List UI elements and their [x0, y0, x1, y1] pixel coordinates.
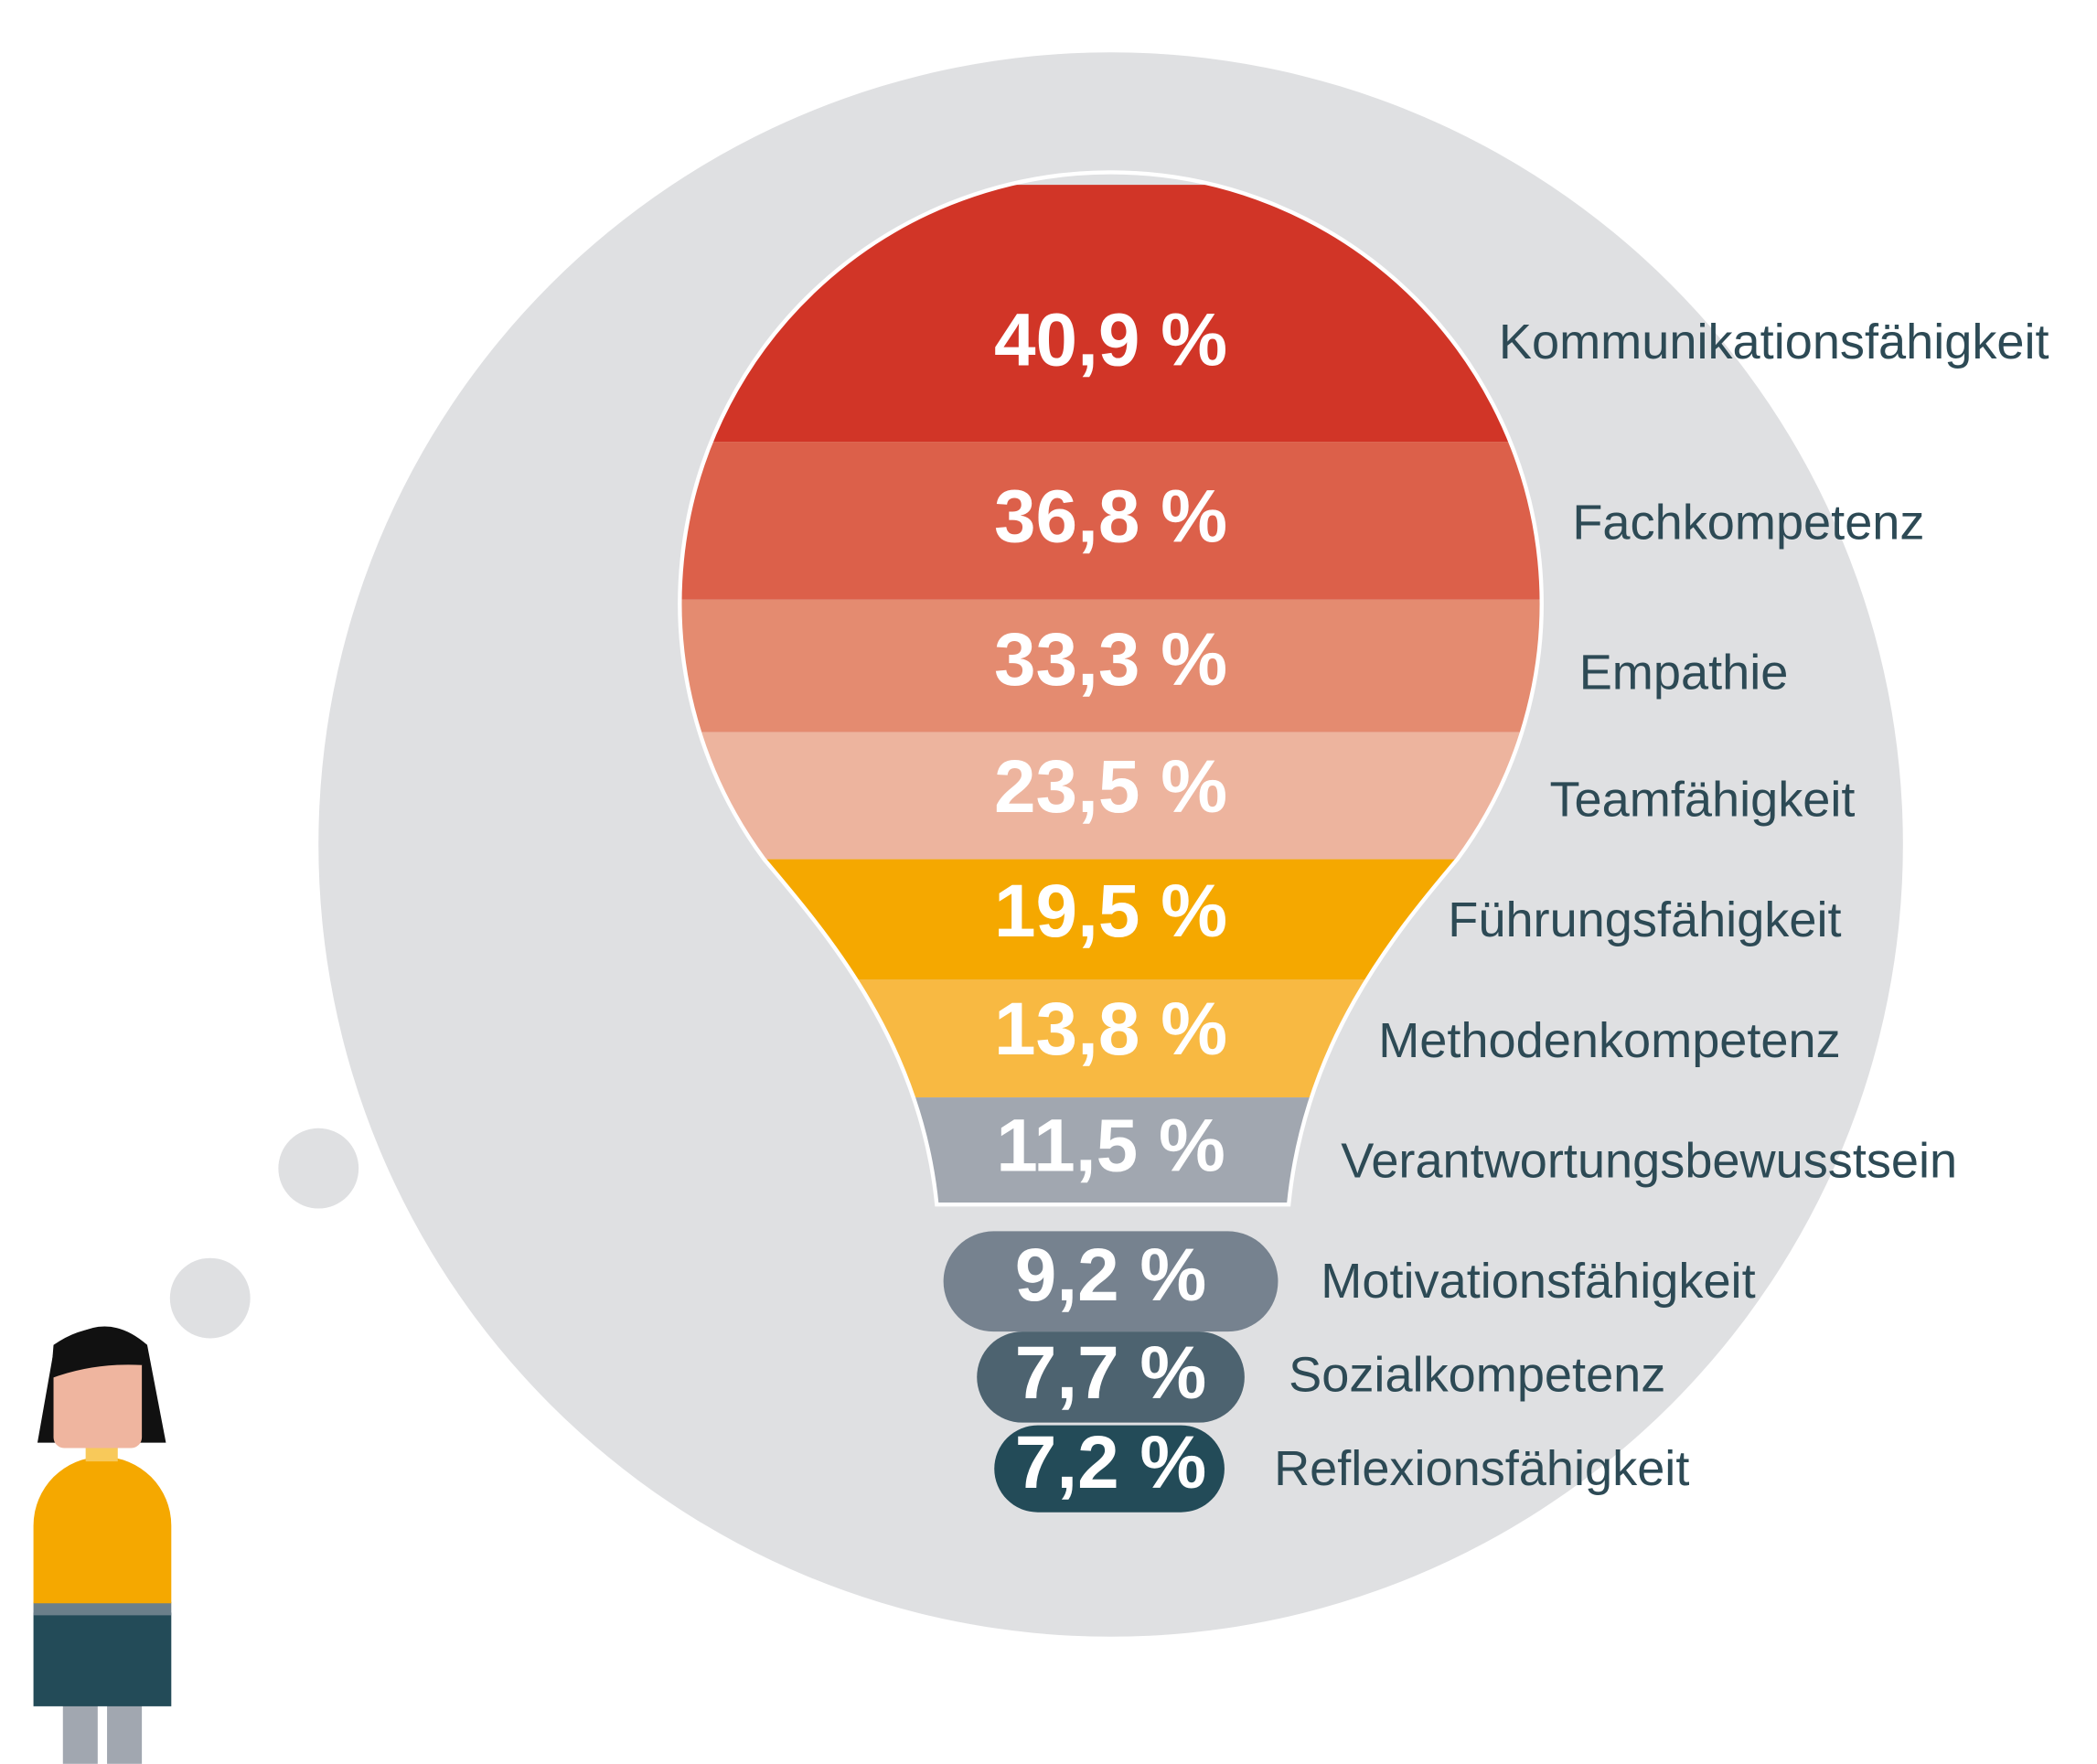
category-label: Empathie	[1579, 645, 1789, 700]
value-label: 33,3 %	[994, 618, 1227, 701]
category-label: Reflexionsfähigkeit	[1274, 1441, 1689, 1496]
skirt	[34, 1612, 172, 1705]
thought-bubble	[170, 1258, 251, 1339]
value-label: 11,5 %	[996, 1104, 1225, 1187]
category-label: Fachkompetenz	[1572, 496, 1924, 551]
value-label: 13,8 %	[994, 988, 1227, 1071]
category-label: Verantwortungsbewusstsein	[1341, 1134, 1957, 1189]
category-label: Teamfähigkeit	[1550, 772, 1856, 827]
value-label: 9,2 %	[1015, 1234, 1207, 1317]
category-label: Methodenkompetenz	[1378, 1013, 1841, 1068]
value-label: 19,5 %	[994, 870, 1227, 953]
chart: 40,9 % Kommunikationsfähigkeit 36,8 % Fachk…	[0, 0, 2097, 1764]
torso	[34, 1457, 172, 1603]
category-label: Sozialkompetenz	[1289, 1348, 1665, 1403]
thought-bubble	[278, 1128, 358, 1209]
page: 40,9 % Kommunikationsfähigkeit 36,8 % Fachk…	[0, 0, 2097, 1764]
value-label: 23,5 %	[994, 745, 1227, 829]
value-label: 7,7 %	[1015, 1331, 1207, 1415]
value-label: 7,2 %	[1015, 1421, 1207, 1504]
value-label: 40,9 %	[994, 298, 1227, 381]
category-label: Führungsfähigkeit	[1448, 893, 1841, 947]
leg	[107, 1700, 142, 1764]
belt	[34, 1602, 172, 1616]
person	[34, 1327, 172, 1764]
category-label: Motivationsfähigkeit	[1321, 1254, 1755, 1309]
value-label: 36,8 %	[994, 476, 1227, 559]
leg	[63, 1700, 98, 1764]
category-label: Kommunikationsfähigkeit	[1499, 315, 2049, 369]
